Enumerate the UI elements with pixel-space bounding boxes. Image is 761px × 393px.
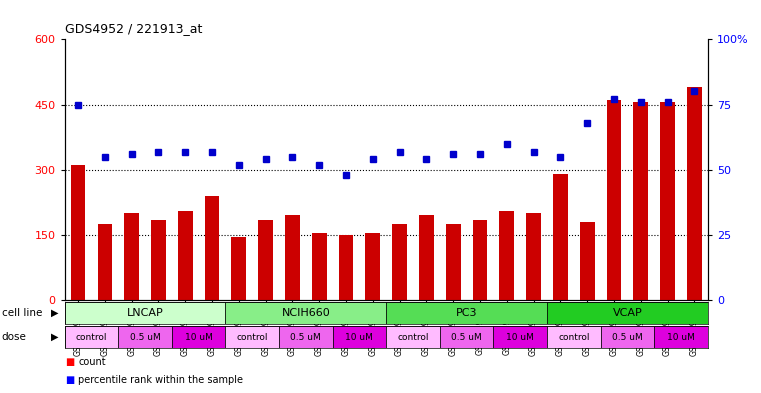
Bar [387,302,547,324]
Bar [419,215,434,300]
Bar [285,215,300,300]
Text: 10 uM: 10 uM [506,333,534,342]
Bar [446,224,460,300]
Text: 10 uM: 10 uM [667,333,695,342]
Bar [440,326,493,348]
Text: LNCAP: LNCAP [126,308,164,318]
Text: 0.5 uM: 0.5 uM [291,333,321,342]
Bar [172,326,225,348]
Text: ■: ■ [65,375,74,385]
Bar [526,213,541,300]
Bar [333,326,387,348]
Text: control: control [397,333,428,342]
Bar [600,326,654,348]
Text: PC3: PC3 [456,308,477,318]
Bar [118,326,172,348]
Bar [654,326,708,348]
Bar [225,302,387,324]
Text: count: count [78,357,106,367]
Text: NCIH660: NCIH660 [282,308,330,318]
Bar [499,211,514,300]
Text: percentile rank within the sample: percentile rank within the sample [78,375,244,385]
Bar [231,237,247,300]
Text: control: control [76,333,107,342]
Text: 0.5 uM: 0.5 uM [129,333,161,342]
Bar [178,211,193,300]
Bar [279,326,333,348]
Bar [607,100,621,300]
Text: cell line: cell line [2,308,42,318]
Text: 0.5 uM: 0.5 uM [451,333,482,342]
Bar [493,326,547,348]
Bar [553,174,568,300]
Text: ■: ■ [65,357,74,367]
Bar [365,233,380,300]
Text: 10 uM: 10 uM [185,333,212,342]
Bar [580,222,594,300]
Text: control: control [237,333,268,342]
Bar [225,326,279,348]
Text: 0.5 uM: 0.5 uM [612,333,643,342]
Bar [392,224,407,300]
Bar [547,302,708,324]
Bar [97,224,112,300]
Bar [339,235,353,300]
Bar [312,233,326,300]
Bar [661,102,675,300]
Text: VCAP: VCAP [613,308,642,318]
Bar [151,220,166,300]
Bar [71,165,85,300]
Bar [124,213,139,300]
Text: control: control [558,333,590,342]
Text: ▶: ▶ [51,332,59,342]
Text: 10 uM: 10 uM [345,333,374,342]
Bar [65,302,225,324]
Bar [473,220,487,300]
Bar [687,87,702,300]
Bar [633,102,648,300]
Bar [65,326,118,348]
Bar [258,220,273,300]
Text: ▶: ▶ [51,308,59,318]
Bar [387,326,440,348]
Bar [205,196,219,300]
Bar [547,326,600,348]
Text: GDS4952 / 221913_at: GDS4952 / 221913_at [65,22,202,35]
Text: dose: dose [2,332,27,342]
